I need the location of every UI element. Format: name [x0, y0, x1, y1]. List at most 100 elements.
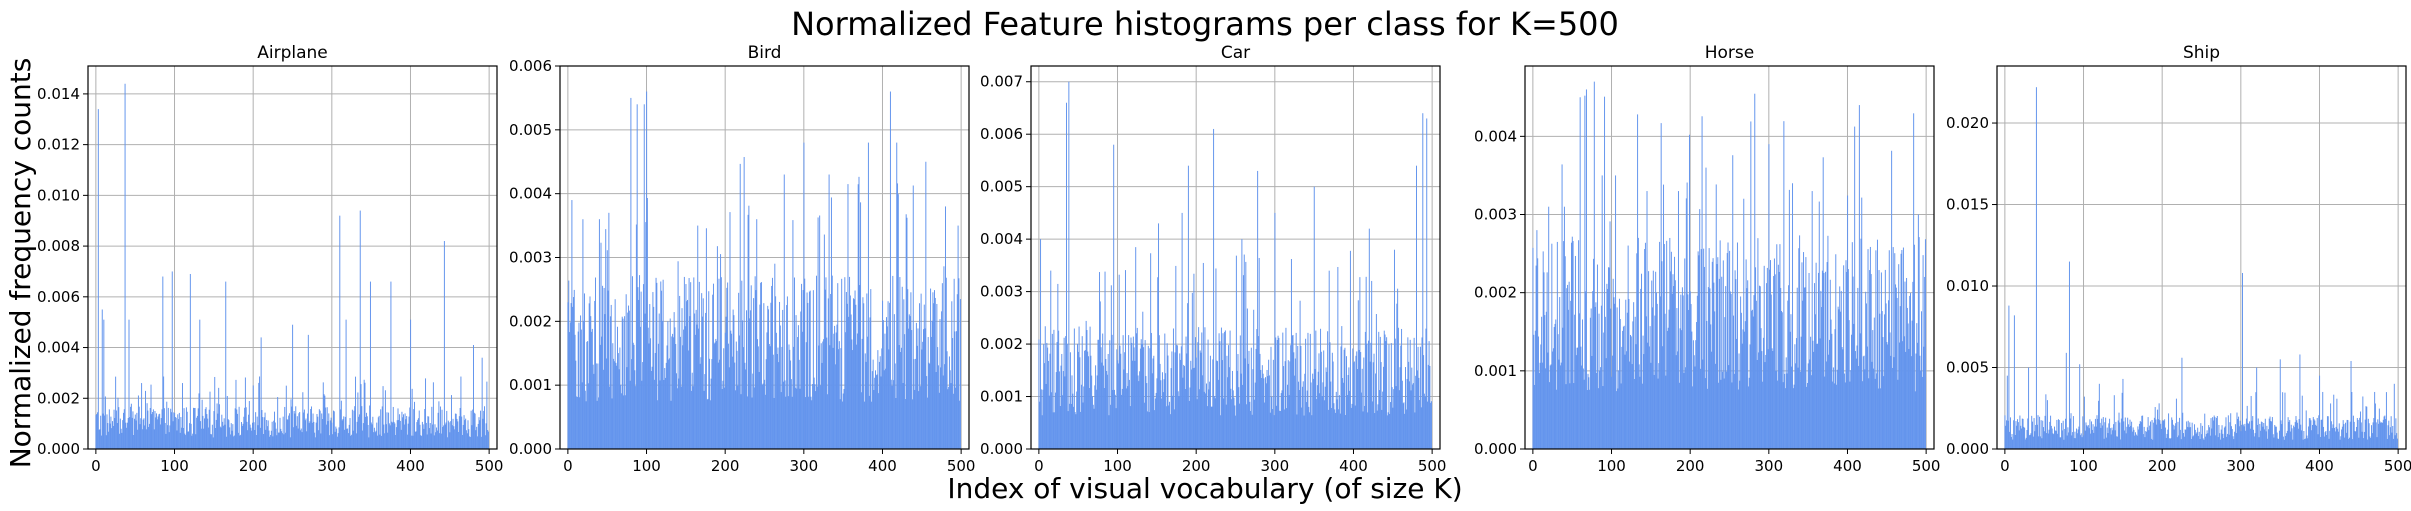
histogram-bar: [1755, 300, 1757, 449]
histogram-bar: [758, 371, 760, 449]
histogram-bar: [1874, 378, 1876, 449]
histogram-bar: [2197, 427, 2199, 449]
histogram-bar: [1217, 379, 1219, 449]
histogram-bar: [285, 385, 287, 449]
histogram-bar: [1557, 334, 1559, 449]
histogram-bar: [1575, 355, 1577, 449]
histogram-bar: [2153, 417, 2155, 449]
histogram-bar: [595, 277, 596, 449]
histogram-bar: [2025, 437, 2027, 449]
histogram-bar: [1153, 355, 1155, 449]
axes-frame: [87, 65, 498, 450]
histogram-bar: [303, 412, 305, 449]
histogram-bar: [2138, 429, 2140, 449]
histogram-bar: [1237, 354, 1239, 449]
histogram-bar: [2275, 426, 2277, 449]
histogram-bar: [1276, 339, 1278, 449]
histogram-bar: [279, 417, 281, 449]
axes-frame: [1996, 65, 2407, 450]
histogram-bar: [935, 372, 937, 449]
histogram-bar: [1045, 383, 1047, 449]
histogram-bar: [1717, 257, 1719, 449]
histogram-bar: [1296, 414, 1298, 449]
histogram-bar: [844, 277, 846, 449]
histogram-bar: [2216, 417, 2218, 449]
histogram-bar: [900, 352, 902, 449]
histogram-bar: [289, 437, 291, 449]
histogram-bar: [2121, 392, 2123, 449]
histogram-bar: [266, 426, 268, 449]
histogram-bar: [477, 423, 479, 449]
histogram-bar: [1379, 336, 1381, 449]
histogram-bar: [2245, 430, 2247, 449]
histogram-bar: [915, 322, 917, 449]
histogram-bar: [863, 401, 865, 449]
histogram-bar: [1807, 363, 1809, 449]
histogram-bar: [2373, 418, 2375, 449]
histogram-bar: [734, 362, 736, 449]
histogram-bar: [1859, 333, 1861, 449]
histogram-bar: [897, 183, 899, 449]
histogram-bar: [876, 374, 878, 449]
histogram-bar: [2232, 436, 2234, 449]
histogram-bar: [397, 408, 399, 449]
histogram-bar: [880, 376, 882, 449]
histogram-bar: [1084, 350, 1086, 449]
histogram-bar: [1203, 391, 1205, 449]
histogram-bar: [365, 416, 367, 449]
histogram-bar: [2196, 432, 2198, 449]
histogram-bar: [1411, 367, 1413, 449]
histogram-bar: [1308, 406, 1310, 449]
histogram-bar: [1393, 249, 1395, 449]
histogram-bar: [1228, 345, 1230, 449]
histogram-bar: [2367, 418, 2369, 449]
histogram-bar: [1137, 375, 1139, 449]
histogram-bar: [637, 287, 639, 449]
histogram-bar: [1135, 247, 1137, 449]
histogram-bar: [1291, 335, 1293, 449]
histogram-bar: [1652, 270, 1654, 449]
histogram-bar: [1103, 388, 1105, 449]
histogram-bar: [899, 277, 901, 449]
histogram-bar: [430, 433, 432, 449]
histogram-bar: [2389, 427, 2391, 449]
histogram-bar: [583, 293, 585, 449]
histogram-bar: [1679, 328, 1681, 449]
histogram-bar: [908, 314, 910, 449]
histogram-bar: [136, 412, 138, 449]
histogram-bar: [354, 406, 356, 449]
histogram-bar: [370, 422, 372, 449]
histogram-bar: [163, 376, 165, 449]
histogram-bar: [1863, 355, 1865, 449]
x-tick-label: 200: [1182, 457, 1211, 475]
histogram-bar: [1819, 338, 1821, 449]
histogram-bar: [2249, 428, 2251, 449]
histogram-bar: [1790, 314, 1792, 449]
x-tick-label: 400: [868, 457, 897, 475]
histogram-bar: [569, 322, 571, 449]
histogram-bar: [2236, 412, 2238, 449]
histogram-bar: [1681, 330, 1683, 449]
histogram-bar: [2204, 413, 2206, 449]
histogram-bar: [2322, 391, 2324, 449]
histogram-bar: [436, 430, 438, 449]
histogram-bar: [1825, 271, 1827, 449]
histogram-bar: [1541, 362, 1543, 449]
histogram-bar: [2326, 416, 2328, 449]
histogram-bar: [1630, 336, 1632, 449]
histogram-bar: [1421, 337, 1423, 449]
y-tick-label: 0.006: [980, 125, 1023, 143]
histogram-bar: [330, 417, 332, 449]
histogram-bar: [1343, 349, 1345, 449]
histogram-bar: [129, 417, 131, 449]
histogram-bar: [454, 429, 456, 449]
histogram-bar: [2182, 412, 2184, 449]
histogram-bar: [2265, 431, 2267, 449]
histogram-bar: [1820, 290, 1822, 449]
histogram-bar: [1651, 280, 1653, 449]
histogram-bar: [648, 343, 650, 449]
histogram-bar: [1801, 262, 1803, 449]
histogram-bar: [259, 427, 261, 449]
histogram-bar: [2119, 422, 2121, 449]
histogram-bar: [765, 359, 767, 449]
